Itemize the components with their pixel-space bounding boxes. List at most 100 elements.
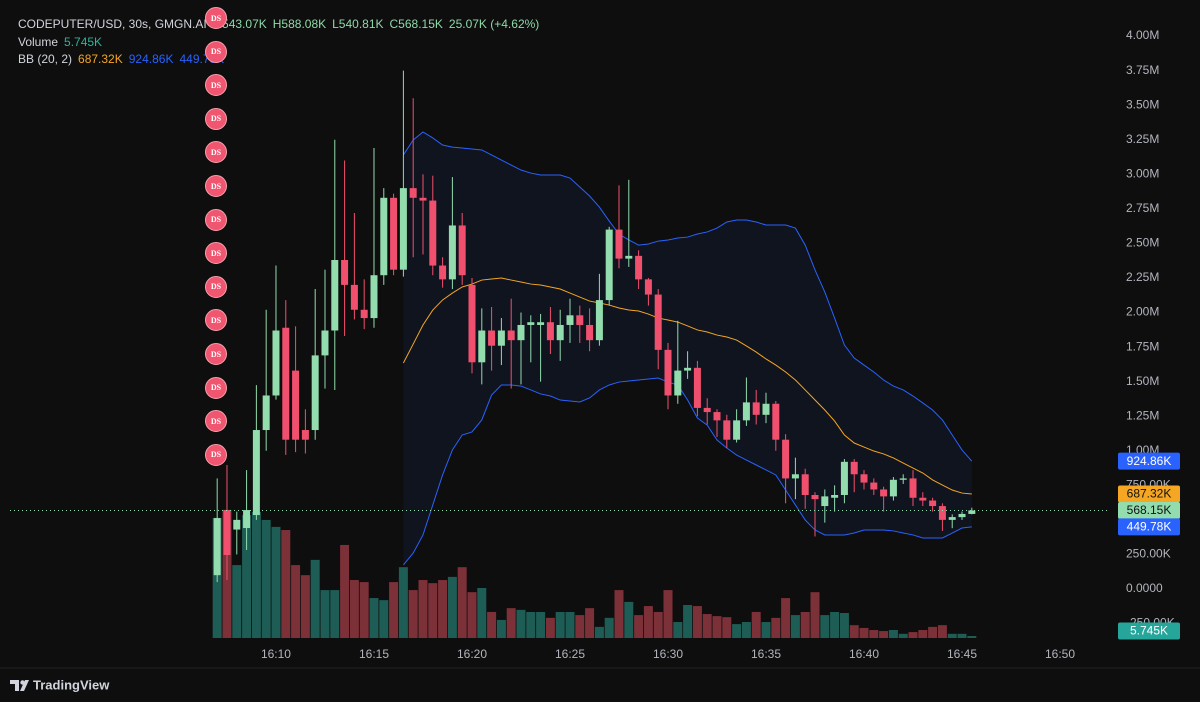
ds-marker: DS bbox=[205, 175, 227, 197]
y-tick-label: 2.25M bbox=[1126, 270, 1159, 284]
ds-marker: DS bbox=[205, 410, 227, 433]
price-badge-label: 449.78K bbox=[1127, 519, 1172, 533]
volume-bar bbox=[438, 580, 448, 638]
candle-body bbox=[488, 330, 496, 346]
volume-bar bbox=[536, 611, 546, 638]
candle-body bbox=[635, 255, 643, 280]
y-tick-label: 2.50M bbox=[1126, 236, 1159, 250]
candle-body bbox=[811, 494, 819, 500]
candle-body bbox=[782, 439, 790, 479]
candle-body bbox=[850, 461, 858, 475]
y-tick-label: 2.00M bbox=[1126, 305, 1159, 319]
y-tick-label: 1.50M bbox=[1126, 374, 1159, 388]
volume-bar bbox=[281, 530, 291, 638]
volume-bar bbox=[653, 611, 663, 638]
volume-bar bbox=[398, 567, 408, 638]
ds-marker: DS bbox=[205, 343, 227, 365]
volume-bar bbox=[447, 576, 457, 638]
candle-body bbox=[684, 367, 692, 371]
candle-body bbox=[576, 315, 584, 325]
candle-body bbox=[703, 407, 711, 413]
candle-body bbox=[870, 482, 878, 490]
ds-marker: DS bbox=[205, 275, 227, 298]
volume-bar bbox=[477, 588, 487, 638]
volume-bar bbox=[790, 615, 800, 638]
legend: CODEPUTER/USD, 30s, GMGN.AI O543.07K H58… bbox=[18, 16, 539, 69]
candle-body bbox=[899, 478, 907, 480]
candle-body bbox=[929, 500, 937, 507]
price-badge bbox=[1118, 485, 1180, 503]
price-badge-label: 568.15K bbox=[1127, 503, 1172, 517]
volume-bar bbox=[291, 565, 301, 638]
x-tick-label: 16:10 bbox=[261, 647, 291, 661]
y-tick-label: 0.0000 bbox=[1126, 581, 1163, 595]
volume-bar bbox=[251, 511, 261, 638]
volume-bar bbox=[408, 590, 418, 638]
ds-marker: DS bbox=[205, 141, 227, 164]
candle-body bbox=[301, 430, 309, 440]
candle-body bbox=[213, 518, 221, 576]
volume-bar bbox=[594, 626, 604, 638]
volume-bar bbox=[457, 567, 467, 638]
candle-body bbox=[958, 513, 966, 518]
price-badge-label: 5.745K bbox=[1130, 624, 1168, 638]
candle-body bbox=[282, 327, 290, 440]
volume-bar bbox=[820, 615, 830, 638]
bb-title: BB (20, 2) bbox=[18, 52, 73, 66]
x-tick-label: 16:30 bbox=[653, 647, 683, 661]
volume-bar bbox=[830, 611, 840, 638]
candle-body bbox=[311, 355, 319, 431]
volume-bar bbox=[957, 633, 967, 638]
candle-body bbox=[801, 474, 809, 495]
volume-bar bbox=[771, 617, 781, 638]
volume-bar bbox=[379, 600, 389, 638]
volume-bar bbox=[712, 616, 722, 638]
ds-marker: DS bbox=[205, 74, 227, 97]
volume-bar bbox=[359, 582, 369, 638]
brand-name: TradingView bbox=[33, 677, 110, 692]
volume-bar bbox=[849, 625, 859, 638]
volume-bar bbox=[781, 598, 791, 638]
candle-body bbox=[223, 510, 231, 555]
volume-bar bbox=[300, 575, 310, 638]
volume-bar bbox=[310, 559, 320, 638]
price-badge-label: 687.32K bbox=[1127, 487, 1172, 501]
volume-bar bbox=[487, 611, 497, 638]
volume-bar bbox=[506, 608, 516, 638]
price-badge bbox=[1118, 622, 1180, 640]
candle-body bbox=[448, 225, 456, 280]
candle-body bbox=[409, 188, 417, 198]
volume-bar bbox=[467, 592, 477, 638]
volume-bar bbox=[585, 608, 595, 638]
bb-value: 687.32K bbox=[78, 52, 123, 66]
volume-bar bbox=[526, 611, 536, 638]
volume-bar bbox=[389, 582, 399, 638]
volume-bar bbox=[879, 631, 889, 638]
volume-bar bbox=[732, 624, 742, 638]
volume-bar bbox=[428, 583, 438, 638]
brand-logo bbox=[10, 680, 29, 691]
bb-line bbox=[402, 131, 973, 462]
legend-row: Volume 5.745K bbox=[18, 34, 539, 52]
candle-body bbox=[742, 402, 750, 421]
volume-bar bbox=[545, 617, 555, 638]
candle-body bbox=[723, 420, 731, 440]
bb-line bbox=[402, 277, 972, 495]
ds-marker: DS bbox=[205, 443, 227, 466]
candle-body bbox=[292, 370, 300, 440]
volume-bar bbox=[604, 617, 614, 638]
candle-body bbox=[762, 403, 770, 415]
volume-bar bbox=[555, 611, 565, 638]
volume-bar bbox=[741, 622, 751, 638]
y-tick-label: 1.25M bbox=[1126, 408, 1159, 422]
candle-body bbox=[615, 229, 623, 259]
legend-row: BB (20, 2) 687.32K 924.86K 449.78K bbox=[18, 51, 539, 69]
volume-value: 5.745K bbox=[64, 34, 103, 49]
volume-title: Volume bbox=[18, 34, 59, 49]
volume-bar bbox=[242, 515, 252, 638]
legend-row: CODEPUTER/USD, 30s, GMGN.AI O543.07K H58… bbox=[18, 16, 539, 34]
candle-body bbox=[252, 430, 260, 516]
ds-marker: DS bbox=[205, 7, 227, 29]
